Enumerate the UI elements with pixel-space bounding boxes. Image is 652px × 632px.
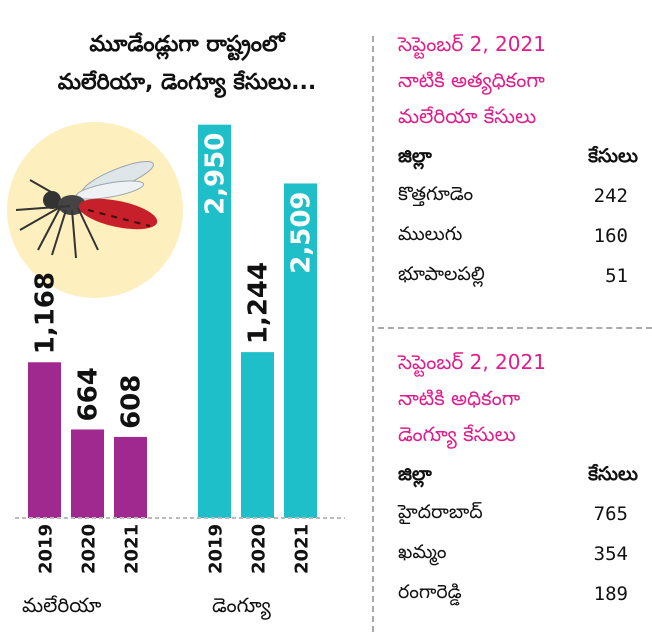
table-header: జిల్లా కేసులు (398, 140, 638, 176)
horizontal-divider (378, 327, 652, 329)
tick-label: 2019 (36, 524, 57, 574)
heading-line: నాటికి అత్యధికంగా (398, 68, 545, 92)
heading-line: సెప్టెంబర్ 2, 2021 (398, 350, 546, 374)
heading-line: మలేరియా కేసులు (398, 104, 537, 128)
district-name: ములుగు (398, 222, 463, 245)
case-count: 354 (593, 543, 628, 565)
case-count: 765 (593, 503, 628, 525)
dengue-group-label: డెంగ్యూ (212, 593, 272, 620)
case-count: 51 (605, 265, 628, 287)
case-count: 160 (593, 225, 628, 247)
col-cases: కేసులు (588, 144, 638, 167)
col-district: జిల్లా (398, 462, 432, 485)
malaria-table: జిల్లా కేసులు కొత్తగూడెం 242 ములుగు 160 … (398, 140, 638, 296)
bar-2021 (114, 436, 147, 518)
title-line-2: మలేరియా, డెంగ్యూ కేసులు... (57, 70, 317, 95)
tick-label: 2020 (79, 524, 100, 574)
table-header: జిల్లా కేసులు (398, 458, 638, 494)
dengue-table: జిల్లా కేసులు హైదరాబాద్ 765 ఖమ్మం 354 రం… (398, 458, 638, 614)
vertical-divider (372, 36, 374, 632)
malaria-panel: సెప్టెంబర్ 2, 2021 నాటికి అత్యధికంగా మలే… (398, 26, 638, 296)
table-row: ములుగు 160 (398, 216, 638, 256)
heading-line: నాటికి అధికంగా (398, 386, 521, 410)
bar-2019 (198, 124, 231, 519)
bar-2019 (28, 362, 61, 518)
table-row: భూపాలపల్లి 51 (398, 256, 638, 296)
data-label: 2,509 (287, 191, 317, 273)
data-label: 608 (117, 375, 147, 429)
tick-label: 2020 (249, 524, 270, 574)
district-name: హైదరాబాద్ (398, 500, 483, 523)
district-name: రంగారెడ్డి (398, 580, 462, 603)
data-label: 2,950 (201, 133, 231, 215)
mosquito-icon (15, 160, 158, 259)
chart-title: మూడేండ్లుగా రాష్ట్రంలో మలేరియా, డెంగ్యూ … (22, 26, 352, 102)
table-row: కొత్తగూడెం 242 (398, 176, 638, 216)
data-label: 1,244 (244, 262, 274, 344)
tick-label: 2019 (206, 524, 227, 574)
col-cases: కేసులు (588, 462, 638, 485)
tick-label: 2021 (122, 524, 143, 574)
table-row: హైదరాబాద్ 765 (398, 494, 638, 534)
data-label: 1,168 (31, 272, 61, 354)
district-name: భూపాలపల్లి (398, 262, 485, 285)
table-row: ఖమ్మం 354 (398, 534, 638, 574)
col-district: జిల్లా (398, 144, 432, 167)
table-row: రంగారెడ్డి 189 (398, 574, 638, 614)
data-label: 664 (74, 367, 104, 421)
dengue-panel-heading: సెప్టెంబర్ 2, 2021 నాటికి అధికంగా డెంగ్య… (398, 344, 638, 452)
district-name: ఖమ్మం (398, 540, 447, 563)
case-count: 189 (593, 583, 628, 605)
dengue-panel: సెప్టెంబర్ 2, 2021 నాటికి అధికంగా డెంగ్య… (398, 344, 638, 614)
heading-line: డెంగ్యూ కేసులు (398, 422, 516, 446)
bar-chart: 1,168 2019 664 2020 608 2021 2,950 2019 1,244 202… (7, 122, 345, 620)
malaria-group-label: మలేరియా (22, 593, 101, 617)
heading-line: సెప్టెంబర్ 2, 2021 (398, 32, 546, 56)
district-name: కొత్తగూడెం (398, 182, 474, 205)
bar-2020 (241, 352, 274, 518)
bar-2021 (284, 183, 317, 518)
title-line-1: మూడేండ్లుగా రాష్ట్రంలో (89, 32, 285, 57)
tick-label: 2021 (292, 524, 313, 574)
malaria-panel-heading: సెప్టెంబర్ 2, 2021 నాటికి అత్యధికంగా మలే… (398, 26, 638, 134)
case-count: 242 (593, 185, 628, 207)
bar-2020 (71, 429, 104, 518)
